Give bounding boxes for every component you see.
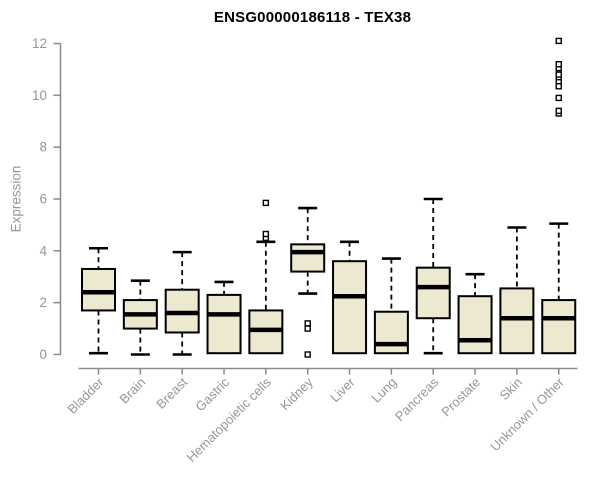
x-category-label: Brain — [116, 375, 148, 407]
box-unknown-other — [541, 299, 577, 355]
x-category-label: Kidney — [277, 374, 316, 413]
box-liver — [332, 260, 368, 355]
x-category-label: Unknown / Other — [487, 374, 567, 454]
y-tick-label: 8 — [39, 140, 47, 155]
y-tick-label: 12 — [32, 36, 47, 51]
outlier-point — [555, 94, 562, 102]
y-tick-label: 10 — [32, 88, 47, 103]
box-kidney — [290, 243, 326, 273]
outlier-point — [262, 199, 270, 207]
y-tick-label: 4 — [39, 243, 47, 258]
y-tick-label: 0 — [39, 347, 47, 362]
x-category-label: Gastric — [192, 374, 232, 414]
outlier-point — [304, 320, 311, 327]
box-lung — [373, 310, 409, 355]
x-category-label: Bladder — [64, 374, 107, 417]
x-category-label: Pancreas — [392, 374, 442, 424]
x-category-label: Breast — [153, 374, 190, 411]
outlier-point — [555, 61, 562, 68]
outlier-point — [304, 351, 311, 358]
box-bladder — [81, 267, 116, 312]
y-tick-label: 2 — [39, 295, 47, 310]
x-category-label: Skin — [497, 375, 525, 403]
box-prostate — [457, 295, 493, 355]
box-pancreas — [415, 266, 451, 320]
outlier-point — [555, 83, 562, 90]
outlier-point — [304, 325, 311, 332]
x-category-label: Prostate — [438, 375, 483, 420]
outlier-point — [555, 107, 562, 115]
outlier-point — [555, 37, 562, 45]
y-tick-label: 6 — [39, 192, 47, 207]
x-category-label: Lung — [368, 375, 399, 406]
outlier-point — [262, 230, 270, 238]
x-category-label: Liver — [327, 374, 358, 405]
box-gastric — [206, 293, 242, 355]
chart-title: ENSG00000186118 - TEX38 — [213, 9, 412, 26]
outlier-point — [555, 71, 562, 78]
box-skin — [499, 287, 535, 355]
